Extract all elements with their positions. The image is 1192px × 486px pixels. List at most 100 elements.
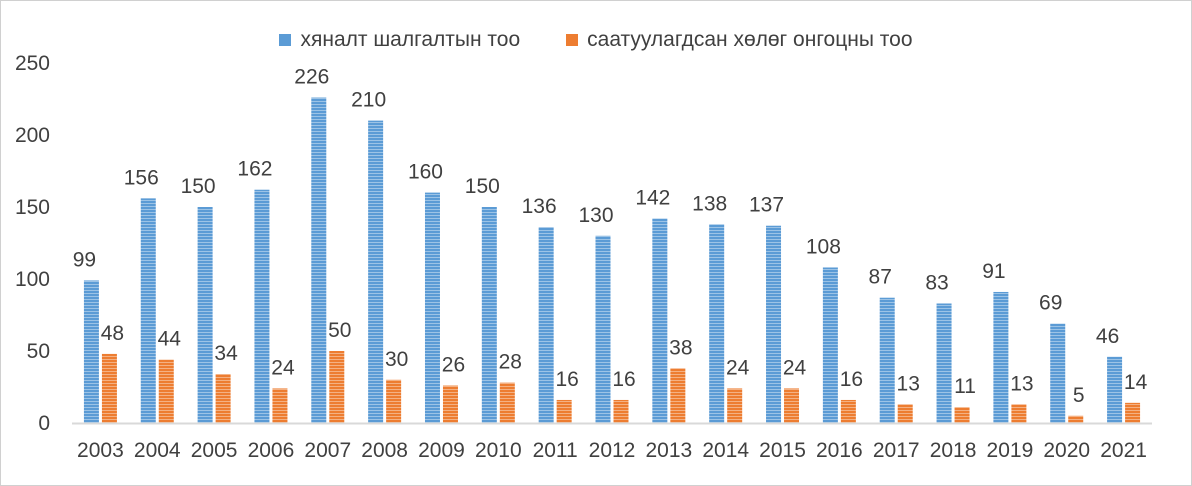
bar-inspections bbox=[709, 224, 725, 423]
legend-swatch-series-1 bbox=[279, 34, 292, 46]
data-label-detentions: 16 bbox=[840, 368, 863, 391]
bar-detentions bbox=[272, 388, 288, 423]
y-tick-label: 150 bbox=[15, 196, 50, 219]
bar-inspections bbox=[595, 235, 611, 423]
legend-label-series-1: хяналт шалгалтын тоо bbox=[300, 28, 521, 51]
bar-inspections bbox=[993, 291, 1009, 423]
legend-swatch-series-2 bbox=[566, 34, 579, 46]
bar-detentions bbox=[727, 388, 743, 423]
bar-detentions bbox=[784, 388, 800, 423]
data-label-inspections: 150 bbox=[465, 175, 500, 198]
data-label-inspections: 138 bbox=[692, 192, 727, 215]
bar-inspections bbox=[652, 218, 668, 423]
x-tick-label: 2016 bbox=[816, 439, 863, 462]
x-tick-label: 2015 bbox=[759, 439, 806, 462]
bar-inspections bbox=[311, 97, 327, 423]
bar-detentions bbox=[215, 374, 231, 423]
bar-detentions bbox=[329, 351, 345, 423]
x-tick-label: 2004 bbox=[134, 439, 181, 462]
x-tick-label: 2020 bbox=[1043, 439, 1090, 462]
data-label-detentions: 16 bbox=[555, 368, 578, 391]
bar-detentions bbox=[499, 382, 515, 423]
x-tick-label: 2012 bbox=[589, 439, 636, 462]
bar-inspections bbox=[83, 280, 99, 423]
data-label-detentions: 28 bbox=[499, 351, 522, 374]
bar-inspections bbox=[1107, 356, 1123, 423]
bar-detentions bbox=[101, 353, 117, 423]
data-label-inspections: 226 bbox=[294, 66, 329, 89]
bar-detentions bbox=[954, 407, 970, 423]
data-label-inspections: 162 bbox=[237, 158, 272, 181]
data-label-detentions: 5 bbox=[1073, 384, 1085, 407]
bar-detentions bbox=[1068, 415, 1084, 423]
data-label-detentions: 24 bbox=[783, 356, 807, 379]
chart-legend: хяналт шалгалтын тоо саатуулагдсан хөлөг… bbox=[0, 28, 1192, 52]
data-label-inspections: 69 bbox=[1039, 292, 1062, 315]
bar-inspections bbox=[254, 189, 270, 423]
bar-detentions bbox=[840, 399, 856, 423]
data-label-inspections: 210 bbox=[351, 89, 386, 112]
bar-detentions bbox=[556, 399, 572, 423]
bar-inspections bbox=[197, 207, 213, 423]
data-label-inspections: 137 bbox=[749, 194, 784, 217]
data-label-detentions: 34 bbox=[214, 342, 238, 365]
y-axis-ticks: 0 50 100 150 200 250 bbox=[15, 52, 50, 435]
x-tick-label: 2018 bbox=[930, 439, 977, 462]
data-label-inspections: 99 bbox=[73, 248, 96, 271]
bar-inspections bbox=[879, 297, 895, 423]
data-label-inspections: 160 bbox=[408, 161, 443, 184]
data-label-detentions: 11 bbox=[954, 375, 976, 398]
x-tick-label: 2007 bbox=[304, 439, 351, 462]
legend-item-series-1: хяналт шалгалтын тоо bbox=[279, 28, 520, 52]
y-tick-label: 200 bbox=[15, 124, 50, 147]
data-label-detentions: 30 bbox=[385, 348, 408, 371]
y-tick-label: 250 bbox=[15, 52, 50, 75]
x-tick-label: 2005 bbox=[191, 439, 238, 462]
bar-inspections bbox=[368, 120, 384, 423]
bar-detentions bbox=[442, 385, 458, 423]
data-label-detentions: 44 bbox=[158, 328, 182, 351]
data-label-inspections: 46 bbox=[1096, 325, 1119, 348]
bar-detentions bbox=[1011, 404, 1027, 423]
bar-inspections bbox=[936, 303, 952, 423]
data-label-inspections: 136 bbox=[522, 195, 557, 218]
data-label-inspections: 83 bbox=[925, 271, 948, 294]
bar-inspections bbox=[481, 207, 497, 423]
data-label-inspections: 87 bbox=[869, 266, 892, 289]
bar-inspections bbox=[140, 198, 156, 423]
data-label-detentions: 26 bbox=[442, 354, 465, 377]
bar-detentions bbox=[386, 379, 402, 423]
x-tick-label: 2010 bbox=[475, 439, 522, 462]
legend-item-series-2: саатуулагдсан хөлөг онгоцны тоо bbox=[566, 28, 913, 52]
bar-inspections bbox=[766, 225, 782, 423]
bar-detentions bbox=[670, 368, 686, 423]
data-label-detentions: 48 bbox=[101, 322, 124, 345]
y-tick-label: 50 bbox=[27, 340, 50, 363]
legend-label-series-2: саатуулагдсан хөлөг онгоцны тоо bbox=[587, 28, 913, 51]
x-tick-label: 2008 bbox=[361, 439, 408, 462]
data-label-detentions: 16 bbox=[612, 368, 635, 391]
x-tick-label: 2021 bbox=[1100, 439, 1147, 462]
bar-inspections bbox=[822, 267, 838, 423]
data-label-inspections: 130 bbox=[578, 204, 613, 227]
data-label-detentions: 24 bbox=[271, 356, 295, 379]
data-label-inspections: 108 bbox=[806, 235, 841, 258]
x-tick-label: 2014 bbox=[702, 439, 749, 462]
data-label-inspections: 91 bbox=[982, 260, 1005, 283]
bars-group bbox=[83, 97, 1141, 423]
x-axis-labels: 2003 2004 2005 2006 2007 2008 2009 2010 2011 2012… bbox=[77, 439, 1147, 462]
data-label-detentions: 24 bbox=[726, 356, 750, 379]
data-label-inspections: 142 bbox=[635, 187, 670, 210]
x-tick-label: 2013 bbox=[645, 439, 692, 462]
bar-detentions bbox=[158, 359, 174, 423]
bar-detentions bbox=[613, 399, 629, 423]
bar-inspections bbox=[1050, 323, 1066, 423]
x-tick-label: 2006 bbox=[248, 439, 295, 462]
data-label-detentions: 13 bbox=[1010, 372, 1033, 395]
data-label-detentions: 38 bbox=[669, 336, 692, 359]
bar-inspections bbox=[424, 192, 440, 423]
x-tick-label: 2011 bbox=[533, 439, 578, 462]
data-label-detentions: 14 bbox=[1124, 371, 1148, 394]
bar-detentions bbox=[897, 404, 913, 423]
